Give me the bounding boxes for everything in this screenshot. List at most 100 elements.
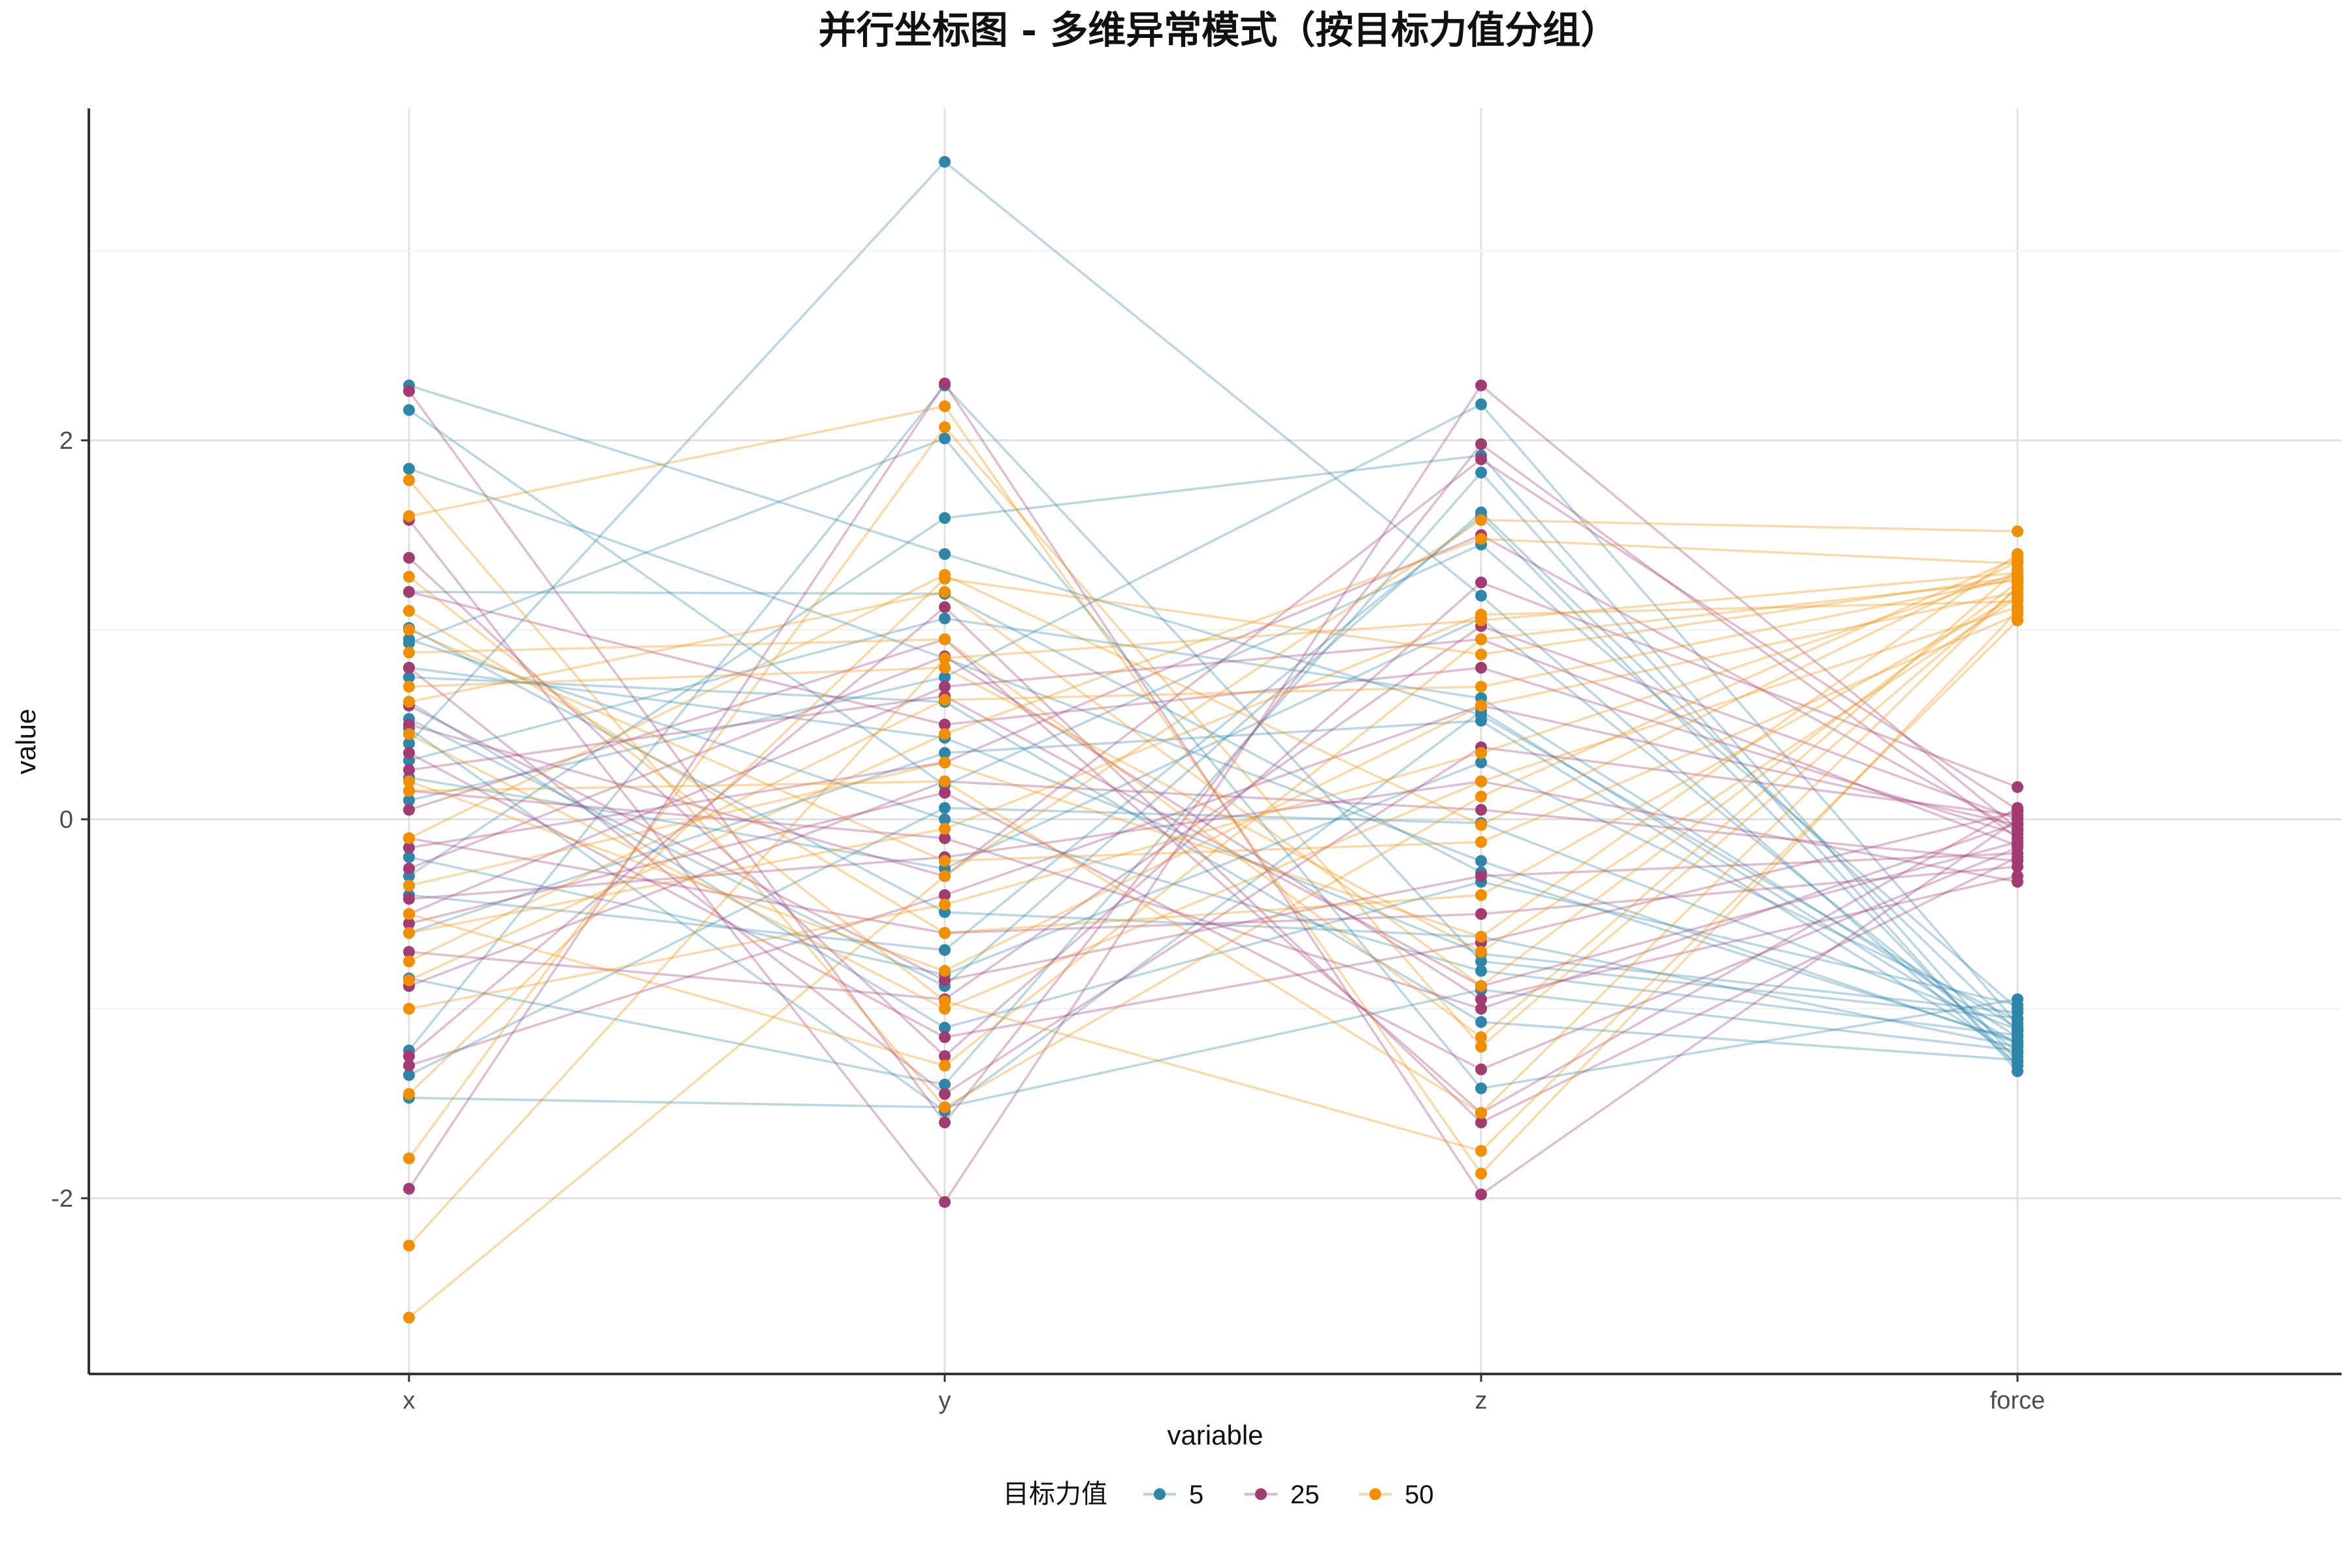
data-point-50 xyxy=(403,474,415,486)
series-line-50 xyxy=(408,585,2019,1115)
data-point-25 xyxy=(939,601,951,613)
data-point-50 xyxy=(403,624,415,636)
series-line-25 xyxy=(408,557,2018,1058)
data-point-25 xyxy=(2012,840,2023,852)
data-point-25 xyxy=(939,889,951,901)
data-point-25 xyxy=(1475,576,1487,589)
series-line-25 xyxy=(408,704,2018,982)
data-point-5 xyxy=(403,633,415,645)
data-point-50 xyxy=(939,1003,951,1015)
data-point-50 xyxy=(403,1239,415,1252)
legend-label-5: 5 xyxy=(1189,1480,1203,1509)
data-point-5 xyxy=(1475,757,1487,768)
data-point-50 xyxy=(1475,980,1487,992)
data-point-25 xyxy=(403,946,415,958)
data-point-5 xyxy=(939,944,951,956)
data-point-5 xyxy=(1475,1082,1487,1094)
series-line-25 xyxy=(408,384,2019,1204)
data-point-25 xyxy=(403,1050,415,1062)
data-point-50 xyxy=(939,586,951,598)
x-tick-labels: x y z force xyxy=(403,1374,2045,1414)
data-point-50 xyxy=(1475,819,1487,831)
data-point-5 xyxy=(939,671,951,683)
data-point-50 xyxy=(1475,1107,1487,1119)
data-point-50 xyxy=(1475,633,1487,645)
series-line-50 xyxy=(408,595,2018,934)
data-point-25 xyxy=(1475,1003,1487,1015)
data-point-50 xyxy=(403,605,415,617)
data-point-25 xyxy=(403,551,415,564)
x-tick-label-x: x xyxy=(403,1387,416,1414)
data-point-25 xyxy=(939,378,951,389)
y-tick-label: -2 xyxy=(51,1185,73,1213)
series-line-5 xyxy=(408,638,2018,1037)
series-line-5 xyxy=(408,617,2019,1054)
data-point-25 xyxy=(939,681,951,693)
data-point-50 xyxy=(1475,791,1487,803)
y-tick-label: 2 xyxy=(59,427,73,455)
data-point-50 xyxy=(403,681,415,693)
data-point-25 xyxy=(1475,379,1487,391)
series-line-50 xyxy=(408,576,2019,1152)
data-point-5 xyxy=(2012,1029,2023,1041)
series-line-25 xyxy=(408,751,2018,1039)
data-point-50 xyxy=(403,570,415,583)
series-line-5 xyxy=(408,160,2019,1067)
data-point-50 xyxy=(939,568,951,581)
data-point-50 xyxy=(403,728,415,740)
data-point-5 xyxy=(403,463,415,475)
data-point-25 xyxy=(403,892,415,905)
legend-label-25: 25 xyxy=(1290,1480,1320,1509)
data-point-5 xyxy=(939,1079,951,1090)
series-line-5 xyxy=(408,761,2018,1021)
grid-lines xyxy=(89,108,2342,1374)
series-line-25 xyxy=(408,390,2019,1124)
series-line-25 xyxy=(408,789,2018,1010)
y-axis-title: value xyxy=(10,709,41,774)
data-point-50 xyxy=(403,646,415,659)
data-point-50 xyxy=(403,1152,415,1165)
legend-key-point-50 xyxy=(1369,1488,1381,1500)
series-line-25 xyxy=(408,655,2018,1001)
series-line-5 xyxy=(408,467,2018,1044)
data-point-5 xyxy=(939,802,951,814)
x-tick-label-force: force xyxy=(1990,1387,2045,1414)
series-line-50 xyxy=(408,404,2019,1176)
y-tick-labels: -2 0 2 xyxy=(51,427,89,1213)
data-point-50 xyxy=(939,855,951,867)
data-point-50 xyxy=(403,510,415,522)
data-point-50 xyxy=(1475,514,1487,526)
legend-key-point-25 xyxy=(1255,1488,1267,1500)
data-point-50 xyxy=(403,696,415,708)
series-line-5 xyxy=(408,510,2019,1033)
series-line-5 xyxy=(408,470,2019,1086)
series-line-5 xyxy=(408,402,2019,1025)
data-point-50 xyxy=(1475,836,1487,848)
data-point-25 xyxy=(403,586,415,598)
data-point-50 xyxy=(2012,608,2023,621)
data-point-5 xyxy=(939,1022,951,1034)
series-line-5 xyxy=(408,988,2018,1109)
data-point-50 xyxy=(1475,648,1487,661)
data-point-50 xyxy=(403,1311,415,1324)
series-line-25 xyxy=(408,694,2018,988)
x-axis-title: variable xyxy=(1167,1420,1263,1450)
data-point-5 xyxy=(939,512,951,524)
data-point-50 xyxy=(403,832,415,844)
series-line-50 xyxy=(408,553,2019,938)
data-point-50 xyxy=(403,776,415,787)
data-point-25 xyxy=(403,862,415,875)
series-line-50 xyxy=(408,596,2018,954)
data-point-50 xyxy=(939,1101,951,1113)
data-point-25 xyxy=(939,1196,951,1208)
data-point-25 xyxy=(939,832,951,844)
y-tick-label: 0 xyxy=(59,806,73,834)
series-line-5 xyxy=(408,627,2018,1048)
data-point-50 xyxy=(403,955,415,968)
series-line-5 xyxy=(408,617,2018,1038)
series-line-50 xyxy=(408,538,2018,982)
x-tick-label-z: z xyxy=(1475,1387,1488,1414)
data-point-25 xyxy=(1475,1188,1487,1201)
data-point-50 xyxy=(939,694,951,706)
